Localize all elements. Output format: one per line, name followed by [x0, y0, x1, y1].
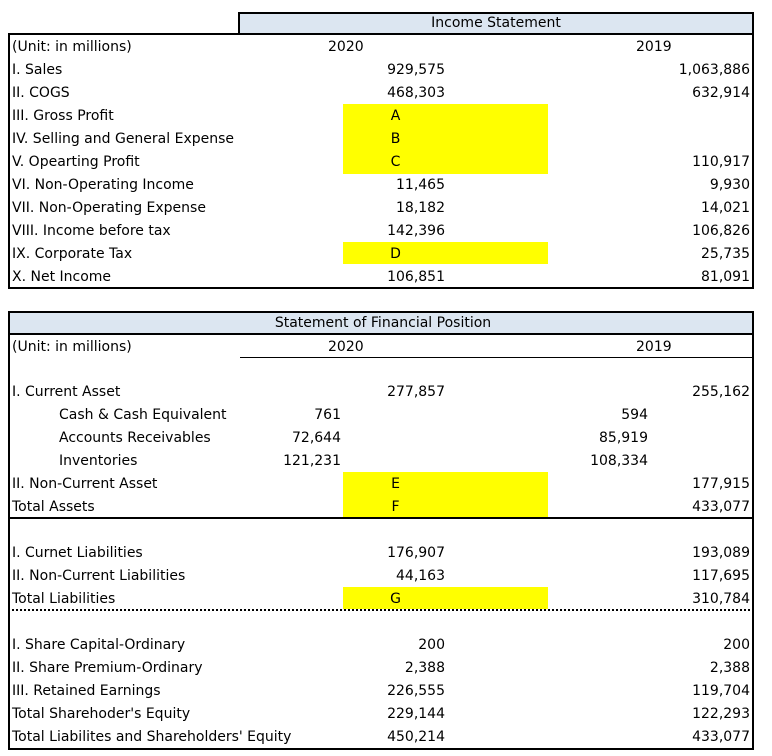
income-label-non-op-expense: VII. Non-Operating Expense — [12, 200, 206, 216]
asset-label-cash: Cash & Cash Equivalent — [59, 407, 227, 423]
asset-2020-non-current: E — [391, 476, 400, 492]
column-header-underline — [240, 357, 753, 358]
liab-2019-non-current: 117,695 — [692, 568, 750, 584]
liabilities-dotted-divider — [8, 609, 754, 611]
income-2020-non-op-expense: 18,182 — [396, 200, 445, 216]
equity-label-retained-earnings: III. Retained Earnings — [12, 683, 161, 699]
liab-label-total: Total Liabilities — [12, 591, 116, 607]
assets-section-divider — [8, 517, 754, 519]
income-2020-non-op-income: 11,465 — [396, 177, 445, 193]
equity-2020-retained-earnings: 226,555 — [387, 683, 445, 699]
income-label-non-op-income: VI. Non-Operating Income — [12, 177, 194, 193]
asset-label-inventories: Inventories — [59, 453, 138, 469]
liab-2019-current: 193,089 — [692, 545, 750, 561]
income-2019-operating-profit: 110,917 — [692, 154, 750, 170]
income-2020-sales: 929,575 — [387, 62, 445, 78]
income-2019-corporate-tax: 25,735 — [701, 246, 750, 262]
asset-sub2019-inventories: 108,334 — [590, 453, 648, 469]
asset-label-non-current: II. Non-Current Asset — [12, 476, 158, 492]
asset-label-receivables: Accounts Receivables — [59, 430, 211, 446]
asset-label-current: I. Current Asset — [12, 384, 121, 400]
asset-2019-current: 255,162 — [692, 384, 750, 400]
position-unit-label: (Unit: in millions) — [12, 339, 132, 355]
income-2020-income-before-tax: 142,396 — [387, 223, 445, 239]
equity-2020-share-capital: 200 — [418, 637, 445, 653]
income-statement-frame — [8, 33, 754, 289]
equity-label-share-premium: II. Share Premium-Ordinary — [12, 660, 203, 676]
asset-sub2020-cash: 761 — [314, 407, 341, 423]
asset-2020-total: F — [391, 499, 400, 515]
liab-label-current: I. Curnet Liabilities — [12, 545, 143, 561]
liab-2020-non-current: 44,163 — [396, 568, 445, 584]
income-label-income-before-tax: VIII. Income before tax — [12, 223, 171, 239]
liab-label-non-current: II. Non-Current Liabilities — [12, 568, 186, 584]
income-label-sales: I. Sales — [12, 62, 63, 78]
position-col-2020: 2020 — [328, 339, 364, 355]
income-statement-title: Income Statement — [238, 12, 754, 35]
asset-sub2019-cash: 594 — [621, 407, 648, 423]
liab-2020-current: 176,907 — [387, 545, 445, 561]
income-2019-sales: 1,063,886 — [678, 62, 750, 78]
liab-2019-total: 310,784 — [692, 591, 750, 607]
income-label-net-income: X. Net Income — [12, 269, 112, 285]
income-2019-non-op-income: 9,930 — [709, 177, 750, 193]
income-label-gross-profit: III. Gross Profit — [12, 108, 114, 124]
income-2020-selling-expense: B — [390, 131, 401, 147]
income-2019-non-op-expense: 14,021 — [701, 200, 750, 216]
income-unit-label: (Unit: in millions) — [12, 39, 132, 55]
equity-2020-total-equity: 229,144 — [387, 706, 445, 722]
equity-2019-retained-earnings: 119,704 — [692, 683, 750, 699]
income-2020-corporate-tax: D — [390, 246, 401, 262]
asset-2019-non-current: 177,915 — [692, 476, 750, 492]
asset-sub2019-receivables: 85,919 — [599, 430, 648, 446]
highlight-non-current-asset — [343, 472, 548, 517]
income-label-corporate-tax: IX. Corporate Tax — [12, 246, 133, 262]
income-col-2019: 2019 — [636, 39, 672, 55]
equity-2019-share-capital: 200 — [723, 637, 750, 653]
income-2020-net-income: 106,851 — [387, 269, 445, 285]
position-col-2019: 2019 — [636, 339, 672, 355]
financial-position-title: Statement of Financial Position — [274, 315, 492, 331]
income-label-operating-profit: V. Opearting Profit — [12, 154, 140, 170]
income-2019-income-before-tax: 106,826 — [692, 223, 750, 239]
income-col-2020: 2020 — [328, 39, 364, 55]
highlight-total-liabilities — [343, 587, 548, 609]
highlight-corporate-tax — [343, 242, 548, 264]
asset-sub2020-inventories: 121,231 — [283, 453, 341, 469]
equity-2019-share-premium: 2,388 — [709, 660, 750, 676]
income-2019-cogs: 632,914 — [692, 85, 750, 101]
equity-label-share-capital: I. Share Capital-Ordinary — [12, 637, 186, 653]
income-2020-gross-profit: A — [390, 108, 401, 124]
asset-label-total: Total Assets — [12, 499, 95, 515]
income-label-selling-expense: IV. Selling and General Expense — [12, 131, 235, 147]
equity-2020-total-liab-equity: 450,214 — [387, 729, 445, 745]
income-2020-cogs: 468,303 — [387, 85, 445, 101]
liab-2020-total: G — [390, 591, 401, 607]
equity-2020-share-premium: 2,388 — [404, 660, 445, 676]
asset-2019-total: 433,077 — [692, 499, 750, 515]
asset-sub2020-receivables: 72,644 — [292, 430, 341, 446]
financial-position-frame — [8, 333, 754, 750]
highlight-gross-profit — [343, 104, 548, 174]
asset-2020-current: 277,857 — [387, 384, 445, 400]
income-2019-net-income: 81,091 — [701, 269, 750, 285]
income-2020-operating-profit: C — [390, 154, 401, 170]
equity-2019-total-equity: 122,293 — [692, 706, 750, 722]
income-label-cogs: II. COGS — [12, 85, 70, 101]
equity-label-total-equity: Total Sharehoder's Equity — [12, 706, 191, 722]
equity-label-total-liab-equity: Total Liabilites and Shareholders' Equit… — [12, 729, 292, 745]
equity-2019-total-liab-equity: 433,077 — [692, 729, 750, 745]
